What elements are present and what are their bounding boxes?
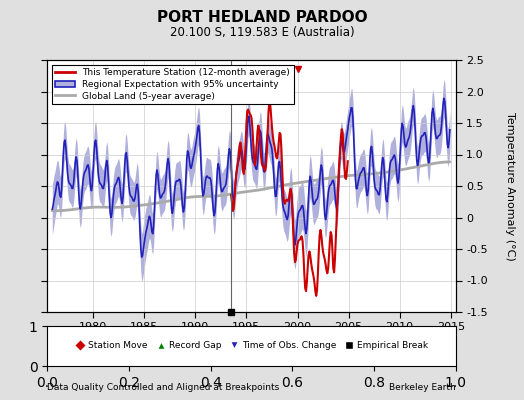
Text: Data Quality Controlled and Aligned at Breakpoints: Data Quality Controlled and Aligned at B… (47, 383, 279, 392)
Y-axis label: Temperature Anomaly (°C): Temperature Anomaly (°C) (505, 112, 515, 260)
Legend: Station Move, Record Gap, Time of Obs. Change, Empirical Break: Station Move, Record Gap, Time of Obs. C… (72, 339, 431, 353)
Text: PORT HEDLAND PARDOO: PORT HEDLAND PARDOO (157, 10, 367, 25)
Text: 20.100 S, 119.583 E (Australia): 20.100 S, 119.583 E (Australia) (170, 26, 354, 39)
Legend: This Temperature Station (12-month average), Regional Expectation with 95% uncer: This Temperature Station (12-month avera… (52, 64, 294, 104)
Text: Berkeley Earth: Berkeley Earth (389, 383, 456, 392)
